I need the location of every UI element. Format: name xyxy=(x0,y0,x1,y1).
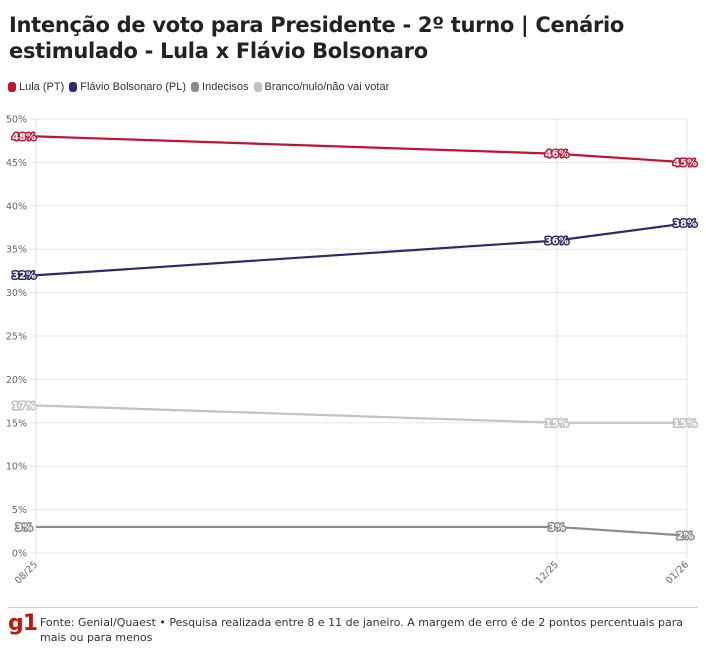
y-tick-label: 10% xyxy=(6,462,27,473)
footer-divider xyxy=(8,607,698,608)
data-label: 2% xyxy=(677,531,694,542)
data-label: 48% xyxy=(12,132,36,143)
data-labels: 48% 46% 45% 32% 36% 38% 3% 3% 2% 17% 15% 15% xyxy=(11,130,699,543)
y-tick-label: 20% xyxy=(6,375,27,386)
y-tick-label: 0% xyxy=(12,549,27,560)
legend-label: Branco/nulo/não vai votar xyxy=(264,81,390,93)
legend-item-branco[interactable]: Branco/nulo/não vai votar xyxy=(253,81,390,93)
legend-swatch-flavio xyxy=(69,82,78,92)
legend-item-lula[interactable]: Lula (PT) xyxy=(8,81,64,93)
y-tick-label: 35% xyxy=(6,245,27,256)
y-axis: 0% 5% 10% 15% 20% 25% 30% 35% 40% 45% 50% xyxy=(6,115,27,560)
legend-label: Lula (PT) xyxy=(19,81,65,93)
y-tick-label: 5% xyxy=(12,505,27,516)
y-tick-label: 45% xyxy=(6,158,27,169)
grid xyxy=(30,118,688,559)
legend-label: Indecisos xyxy=(202,81,249,93)
source-note: Fonte: Genial/Quaest • Pesquisa realizad… xyxy=(40,616,683,644)
g1-logo: g1 xyxy=(8,611,38,636)
data-label: 38% xyxy=(673,219,697,230)
y-tick-label: 50% xyxy=(6,115,27,126)
data-label: 46% xyxy=(545,149,569,160)
data-label: 15% xyxy=(545,418,569,429)
data-label: 17% xyxy=(12,401,36,412)
series-line-2 xyxy=(36,525,688,537)
legend-swatch-lula xyxy=(8,82,16,92)
data-label: 45% xyxy=(673,158,697,169)
series-lines xyxy=(35,135,688,537)
line-chart: 0% 5% 10% 15% 20% 25% 30% 35% 40% 45% 50% 08/25 12/… xyxy=(6,115,699,587)
data-label: 36% xyxy=(545,236,569,247)
series-line-0 xyxy=(35,135,688,164)
data-label: 3% xyxy=(16,522,33,533)
data-label: 3% xyxy=(548,522,565,533)
x-tick-label: 12/25 xyxy=(534,559,561,586)
y-tick-label: 40% xyxy=(6,201,27,212)
series-line-1 xyxy=(35,222,688,277)
y-tick-label: 30% xyxy=(6,288,27,299)
legend-swatch-indecisos xyxy=(191,82,200,92)
legend-item-flavio[interactable]: Flávio Bolsonaro (PL) xyxy=(69,81,186,93)
chart-title: Intenção de voto para Presidente - 2º tu… xyxy=(9,13,625,63)
x-tick-label: 08/25 xyxy=(13,559,40,586)
legend-item-indecisos[interactable]: Indecisos xyxy=(191,81,249,93)
legend-label: Flávio Bolsonaro (PL) xyxy=(80,81,187,93)
legend: Lula (PT) Flávio Bolsonaro (PL) Indeciso… xyxy=(8,81,394,93)
y-tick-label: 25% xyxy=(6,332,27,343)
x-axis: 08/25 12/25 01/26 xyxy=(13,559,691,586)
series-line-3 xyxy=(35,404,687,424)
x-tick-label: 01/26 xyxy=(664,559,691,586)
data-label: 32% xyxy=(12,271,36,282)
data-label: 15% xyxy=(673,418,697,429)
y-tick-label: 15% xyxy=(6,418,27,429)
legend-swatch-branco xyxy=(253,82,262,92)
